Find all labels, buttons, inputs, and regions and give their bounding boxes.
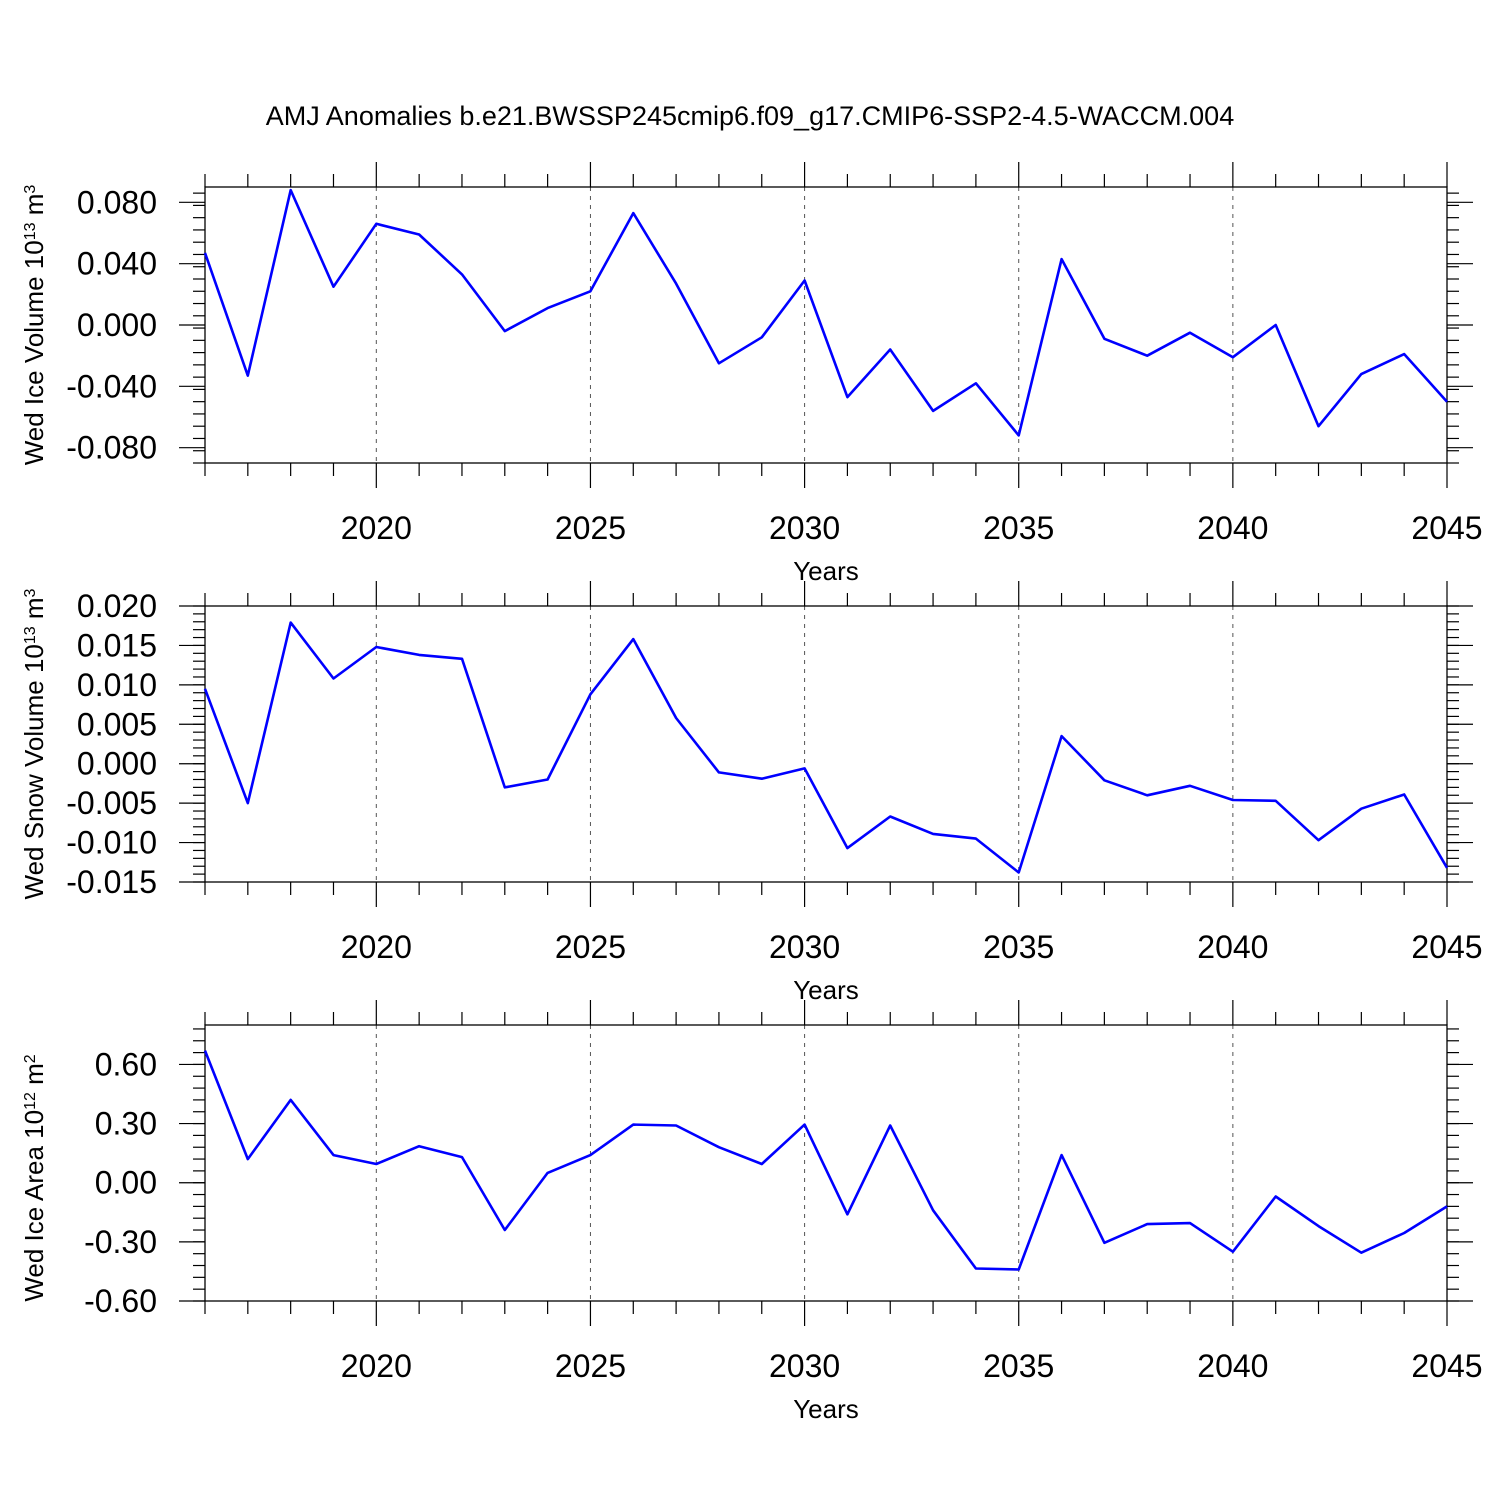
y-tick-label: -0.60 [84,1283,157,1319]
y-axis-label: Wed Ice Volume 1013 m3 [19,185,49,466]
panel-2: 2020 2025 2030 2035 2040 2045 -0.015-0.010 -0.0… [19,581,1483,1005]
y-tick-label: 0.00 [95,1165,157,1201]
plot-frame [204,605,1448,883]
series-line [203,1050,1448,1271]
x-tick-label: 2035 [983,929,1054,965]
y-tick-label: -0.080 [66,430,157,466]
x-tick-label: 2020 [341,1348,412,1384]
y-axis-label-superscript: 13 [22,222,39,240]
x-tick-label: 2025 [555,1348,626,1384]
y-axis-label-part: Wed Snow Volume 10 [19,644,49,899]
y-tick-label: -0.010 [66,825,157,861]
plot-frame [204,1024,1448,1302]
y-axis-label-part: Wed Ice Volume 10 [19,240,49,465]
x-axis-label: Years [793,1394,859,1424]
y-tick-label: 0.005 [77,706,157,742]
y-tick-label: -0.005 [66,785,157,821]
y-tick-label: 0.080 [77,184,157,220]
x-tick-label: 2030 [769,1348,840,1384]
x-tick-label: 2045 [1411,1348,1482,1384]
x-tick-label: 2030 [769,510,840,546]
y-tick-label: -0.015 [66,864,157,900]
series-line [203,621,1449,874]
y-axis-label: Wed Snow Volume 1013 m3 [19,588,49,899]
y-tick-label: 0.30 [95,1106,157,1142]
panels: 2020 2025 2030 2035 2040 2045 -0.080 -0.040 0.00… [19,162,1483,1424]
x-tick-label: 2045 [1411,929,1482,965]
y-axis-label: Wed Ice Area 1012 m2 [19,1054,49,1301]
y-tick-label: 0.015 [77,627,157,663]
y-tick-label: 0.020 [77,588,157,624]
x-axis-label: Years [793,975,859,1005]
y-tick-label: -0.30 [84,1224,157,1260]
y-tick-label: 0.040 [77,246,157,282]
x-tick-label: 2020 [341,929,412,965]
panel-1: 2020 2025 2030 2035 2040 2045 -0.080 -0.040 0.00… [19,162,1483,586]
y-axis-label-part: m [19,1063,49,1092]
x-tick-label: 2035 [983,510,1054,546]
x-tick-label: 2040 [1197,929,1268,965]
x-tick-label: 2025 [555,510,626,546]
y-axis-label-superscript: 12 [22,1092,39,1110]
y-axis-label-superscript: 13 [22,626,39,644]
x-tick-label: 2045 [1411,510,1482,546]
y-axis-label-superscript: 3 [22,588,39,597]
y-tick-label: 0.000 [77,307,157,343]
y-axis-label-part: m [19,194,49,223]
y-tick-label: 0.000 [77,746,157,782]
y-axis-label-superscript: 2 [22,1054,39,1063]
x-tick-label: 2040 [1197,1348,1268,1384]
panel-3: 2020 2025 2030 2035 2040 2045 -0.60 -0.30 0.00 0.… [19,1000,1483,1424]
x-tick-label: 2025 [555,929,626,965]
y-axis-label-part: Wed Ice Area 10 [19,1110,49,1302]
x-tick-label: 2035 [983,1348,1054,1384]
figure-title: AMJ Anomalies b.e21.BWSSP245cmip6.f09_g1… [266,101,1234,131]
y-tick-label: 0.60 [95,1046,157,1082]
y-axis-label-part: m [19,597,49,626]
x-tick-label: 2040 [1197,510,1268,546]
series-line [203,188,1448,437]
y-axis-label-superscript: 3 [22,185,39,194]
x-tick-label: 2030 [769,929,840,965]
x-tick-label: 2020 [341,510,412,546]
y-tick-label: 0.010 [77,667,157,703]
y-tick-label: -0.040 [66,368,157,404]
x-axis-label: Years [793,556,859,586]
